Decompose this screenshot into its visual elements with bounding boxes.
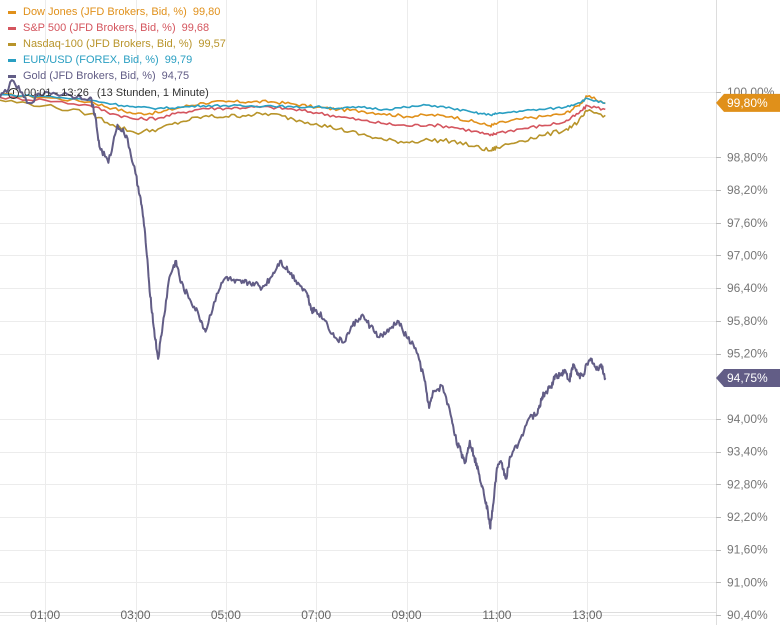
x-tick-label: 03:00 (121, 608, 151, 622)
end-value-label: 94,75% (727, 371, 768, 385)
y-tick-label: 94,00% (727, 412, 768, 426)
series-line-0 (0, 93, 606, 128)
legend-item-nasdaq100[interactable]: Nasdaq-100 (JFD Brokers, Bid, %) 99,57 (8, 36, 226, 52)
series-line-4 (0, 79, 607, 530)
legend-value: 99,68 (181, 22, 210, 34)
legend-label: Gold (JFD Brokers, Bid, %) (23, 70, 156, 82)
legend-swatch (8, 42, 16, 46)
legend-swatch (8, 74, 16, 78)
legend-swatch (8, 58, 16, 62)
y-tick-label: 98,20% (727, 183, 768, 197)
series-line-3 (0, 93, 606, 117)
y-tick-label: 93,40% (727, 445, 768, 459)
y-tick-label: 92,80% (727, 477, 768, 491)
legend-label: S&P 500 (JFD Brokers, Bid, %) (23, 22, 176, 34)
legend-item-dow-jones[interactable]: Dow Jones (JFD Brokers, Bid, %) 99,80 (8, 4, 226, 20)
legend-label: Nasdaq-100 (JFD Brokers, Bid, %) (23, 38, 193, 50)
series-line-1 (0, 96, 606, 137)
x-tick-label: 13:00 (572, 608, 602, 622)
y-tick-label: 92,20% (727, 510, 768, 524)
time-range-row: 00:01 - 13:26 (13 Stunden, 1 Minute) (8, 85, 226, 101)
x-tick-label: 09:00 (392, 608, 422, 622)
legend-item-gold[interactable]: Gold (JFD Brokers, Bid, %) 94,75 (8, 68, 226, 84)
y-tick-label: 90,40% (727, 608, 768, 622)
time-range-note: (13 Stunden, 1 Minute) (96, 87, 209, 99)
legend-value: 99,80 (192, 6, 221, 18)
legend-swatch (8, 10, 16, 14)
legend-item-eurusd[interactable]: EUR/USD (FOREX, Bid, %) 99,79 (8, 52, 226, 68)
end-value-badge (716, 93, 780, 112)
legend-value: 99,79 (164, 54, 193, 66)
time-range: 00:01 - 13:26 (24, 87, 89, 99)
y-tick-label: 95,20% (727, 347, 768, 361)
clock-icon (8, 87, 19, 99)
y-tick-label: 95,80% (727, 314, 768, 328)
series-line-2 (0, 99, 606, 152)
y-tick-label: 97,60% (727, 216, 768, 230)
legend: Dow Jones (JFD Brokers, Bid, %) 99,80 S&… (8, 4, 226, 101)
y-tick-label: 97,00% (727, 248, 768, 262)
end-value-badge (716, 369, 780, 388)
legend-swatch (8, 26, 16, 30)
y-tick-label: 96,40% (727, 281, 768, 295)
legend-value: 99,57 (198, 38, 226, 50)
y-tick-label: 91,00% (727, 575, 768, 589)
legend-label: Dow Jones (JFD Brokers, Bid, %) (23, 6, 187, 18)
y-tick-label: 98,80% (727, 150, 768, 164)
y-tick-label: 91,60% (727, 543, 768, 557)
x-tick-label: 11:00 (482, 608, 511, 622)
x-tick-label: 05:00 (211, 608, 241, 622)
legend-value: 94,75 (161, 70, 190, 82)
legend-label: EUR/USD (FOREX, Bid, %) (23, 54, 159, 66)
legend-item-sp500[interactable]: S&P 500 (JFD Brokers, Bid, %) 99,68 (8, 20, 226, 36)
x-tick-label: 07:00 (301, 608, 331, 622)
end-value-label: 99,80% (727, 96, 768, 110)
x-tick-label: 01:00 (30, 608, 60, 622)
